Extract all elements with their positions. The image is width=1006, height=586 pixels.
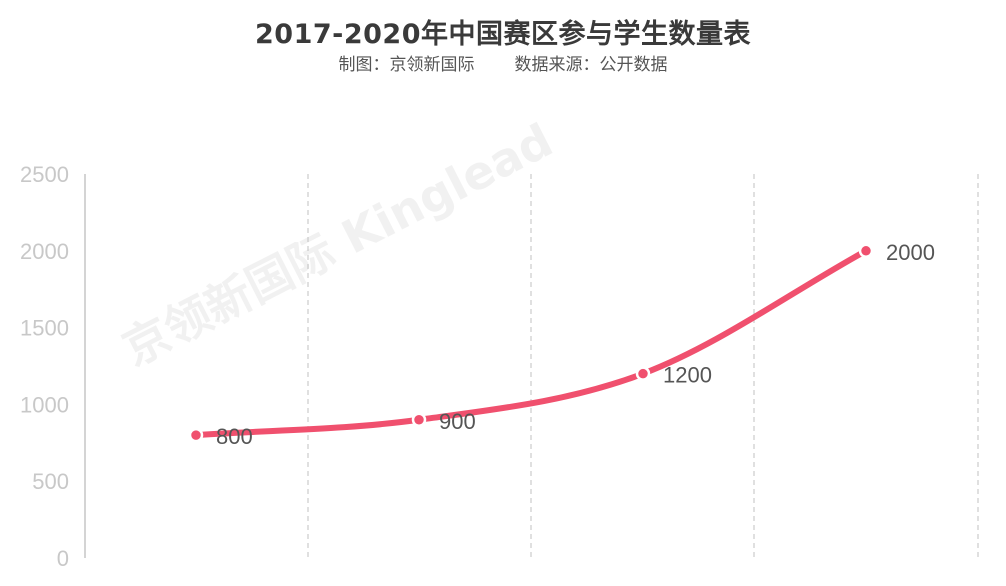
y-tick-label: 500	[32, 469, 69, 494]
data-label: 900	[439, 409, 476, 434]
y-tick-label: 1500	[20, 316, 69, 341]
maker-credit: 制图：京领新国际	[338, 55, 475, 75]
data-label: 2000	[886, 240, 935, 265]
y-tick-label: 2000	[20, 239, 69, 264]
y-tick-label: 2500	[20, 162, 69, 187]
chart-subtitle: 制图：京领新国际 数据来源：公开数据	[0, 50, 1006, 75]
data-point	[411, 412, 427, 428]
data-point	[188, 427, 204, 443]
data-point	[858, 243, 874, 259]
data-label: 800	[216, 424, 253, 449]
chart-title: 2017-2020年中国赛区参与学生数量表	[255, 19, 751, 50]
y-tick-label: 1000	[20, 392, 69, 417]
data-source: 数据来源：公开数据	[514, 55, 668, 75]
y-tick-label: 0	[57, 546, 69, 571]
data-label: 1200	[663, 363, 712, 388]
data-point	[635, 366, 651, 381]
series-line	[193, 247, 869, 439]
